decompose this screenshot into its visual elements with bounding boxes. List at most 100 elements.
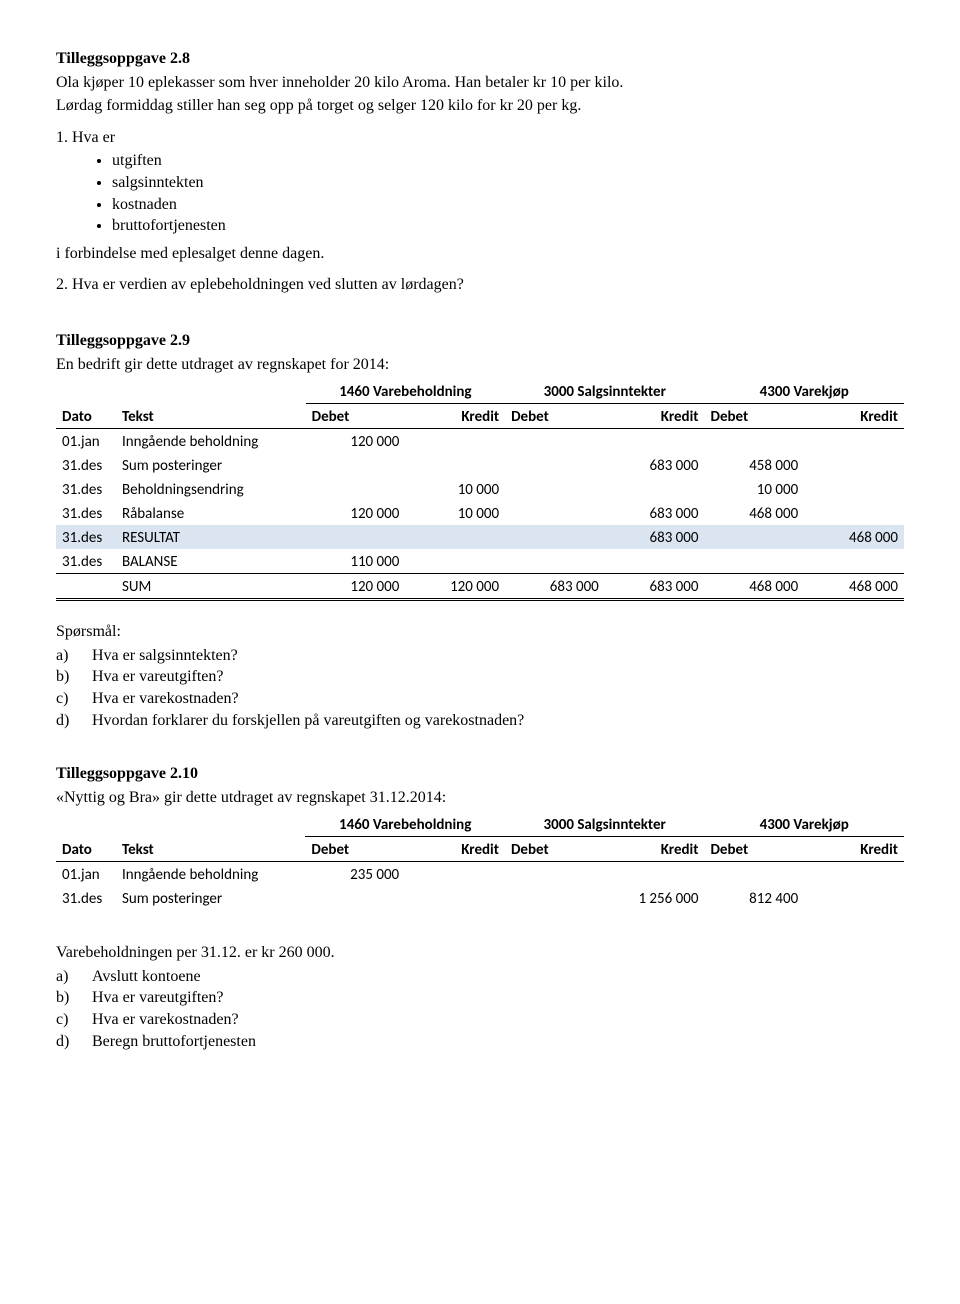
table-cell	[804, 549, 904, 574]
task29-table: 1460 Varebeholdning 3000 Salgsinntekter …	[56, 379, 904, 601]
question-item: d)Beregn bruttofortjenesten	[56, 1031, 904, 1053]
task28-intro1: Ola kjøper 10 eplekasser som hver inneho…	[56, 72, 904, 94]
table-row: 31.desRåbalanse120 00010 000683 000468 0…	[56, 501, 904, 525]
table-cell: 468 000	[705, 501, 805, 525]
question-item: b)Hva er vareutgiften?	[56, 987, 904, 1009]
table-cell: Inngående beholdning	[116, 429, 306, 454]
group-header-salgsinntekter: 3000 Salgsinntekter	[505, 812, 705, 837]
table-cell	[705, 429, 805, 454]
question-label: b)	[56, 666, 92, 688]
table-cell: 31.des	[56, 886, 116, 910]
task210-intro: «Nyttig og Bra» gir dette utdraget av re…	[56, 787, 904, 809]
question-label: b)	[56, 987, 92, 1009]
blank-header	[116, 379, 306, 404]
group-header-varekjop: 4300 Varekjøp	[705, 379, 905, 404]
table-cell	[405, 549, 505, 574]
table-cell: 235 000	[305, 862, 405, 887]
table-cell: 31.des	[56, 525, 116, 549]
table-cell: 31.des	[56, 453, 116, 477]
table-cell: BALANSE	[116, 549, 306, 574]
task210-title: Tilleggsoppgave 2.10	[56, 763, 904, 785]
table-cell	[804, 501, 904, 525]
blank-header	[56, 812, 116, 837]
col-debet: Debet	[705, 404, 805, 429]
table-cell	[505, 525, 605, 549]
task29-intro: En bedrift gir dette utdraget av regnska…	[56, 354, 904, 376]
question-item: d)Hvordan forklarer du forskjellen på va…	[56, 710, 904, 732]
table-cell: 1 256 000	[605, 886, 705, 910]
table-cell	[405, 862, 505, 887]
task29-title: Tilleggsoppgave 2.9	[56, 330, 904, 352]
question-text: Hva er varekostnaden?	[92, 1009, 239, 1031]
table-cell	[505, 429, 605, 454]
table-cell	[405, 525, 505, 549]
question-label: d)	[56, 710, 92, 732]
table-cell	[605, 862, 705, 887]
table-cell: Inngående beholdning	[116, 862, 305, 887]
question-label: a)	[56, 645, 92, 667]
table-cell	[306, 453, 406, 477]
task28-q1-tail: i forbindelse med eplesalget denne dagen…	[56, 243, 904, 265]
table-cell	[305, 886, 405, 910]
table-cell	[804, 453, 904, 477]
col-debet: Debet	[704, 837, 804, 862]
table-row: 31.desBALANSE110 000	[56, 549, 904, 574]
col-kredit: Kredit	[804, 404, 904, 429]
question-text: Hva er varekostnaden?	[92, 688, 239, 710]
table-row: SUM120 000120 000683 000683 000468 00046…	[56, 574, 904, 600]
table-cell	[705, 525, 805, 549]
table-cell: Beholdningsendring	[116, 477, 306, 501]
table-cell: 468 000	[804, 574, 904, 600]
blank-header	[116, 812, 305, 837]
table-cell: Sum posteringer	[116, 453, 306, 477]
table-cell: 10 000	[405, 477, 505, 501]
table-cell	[605, 477, 705, 501]
table-cell: 683 000	[605, 453, 705, 477]
table-row: 01.janInngående beholdning120 000	[56, 429, 904, 454]
col-debet: Debet	[505, 404, 605, 429]
table-cell	[705, 549, 805, 574]
bullet-item: salgsinntekten	[112, 172, 904, 194]
col-debet: Debet	[305, 837, 405, 862]
task210-footer: Varebeholdningen per 31.12. er kr 260 00…	[56, 942, 904, 964]
question-item: c)Hva er varekostnaden?	[56, 688, 904, 710]
table-cell: 683 000	[505, 574, 605, 600]
question-text: Beregn bruttofortjenesten	[92, 1031, 256, 1053]
question-item: a)Avslutt kontoene	[56, 966, 904, 988]
group-header-salgsinntekter: 3000 Salgsinntekter	[505, 379, 704, 404]
col-kredit: Kredit	[605, 837, 705, 862]
bullet-item: bruttofortjenesten	[112, 215, 904, 237]
question-text: Hva er salgsinntekten?	[92, 645, 238, 667]
group-header-varebeholdning: 1460 Varebeholdning	[305, 812, 505, 837]
col-kredit: Kredit	[804, 837, 904, 862]
table-cell: 01.jan	[56, 862, 116, 887]
table-cell: 683 000	[605, 501, 705, 525]
table-cell: SUM	[116, 574, 306, 600]
table-row: 01.janInngående beholdning235 000	[56, 862, 904, 887]
col-kredit: Kredit	[405, 404, 505, 429]
table-row: 31.desRESULTAT683 000468 000	[56, 525, 904, 549]
table-cell: 812 400	[704, 886, 804, 910]
question-item: b)Hva er vareutgiften?	[56, 666, 904, 688]
table-cell	[804, 477, 904, 501]
table-cell: 31.des	[56, 501, 116, 525]
table-cell: 31.des	[56, 477, 116, 501]
table-cell: 31.des	[56, 549, 116, 574]
col-tekst: Tekst	[116, 404, 306, 429]
task28-q1-lead: 1. Hva er	[84, 127, 904, 149]
bullet-item: kostnaden	[112, 194, 904, 216]
table-cell: RESULTAT	[116, 525, 306, 549]
table-cell: 458 000	[705, 453, 805, 477]
task28-title: Tilleggsoppgave 2.8	[56, 48, 904, 70]
table-row: 31.desSum posteringer 1 256 000812 400	[56, 886, 904, 910]
table-cell	[306, 525, 406, 549]
question-label: c)	[56, 688, 92, 710]
col-debet: Debet	[306, 404, 406, 429]
table-cell: 683 000	[605, 525, 705, 549]
table-cell	[605, 549, 705, 574]
table-cell: Sum posteringer	[116, 886, 305, 910]
table-cell: 683 000	[605, 574, 705, 600]
table-cell	[306, 477, 406, 501]
col-dato: Dato	[56, 837, 116, 862]
table-cell: 120 000	[405, 574, 505, 600]
